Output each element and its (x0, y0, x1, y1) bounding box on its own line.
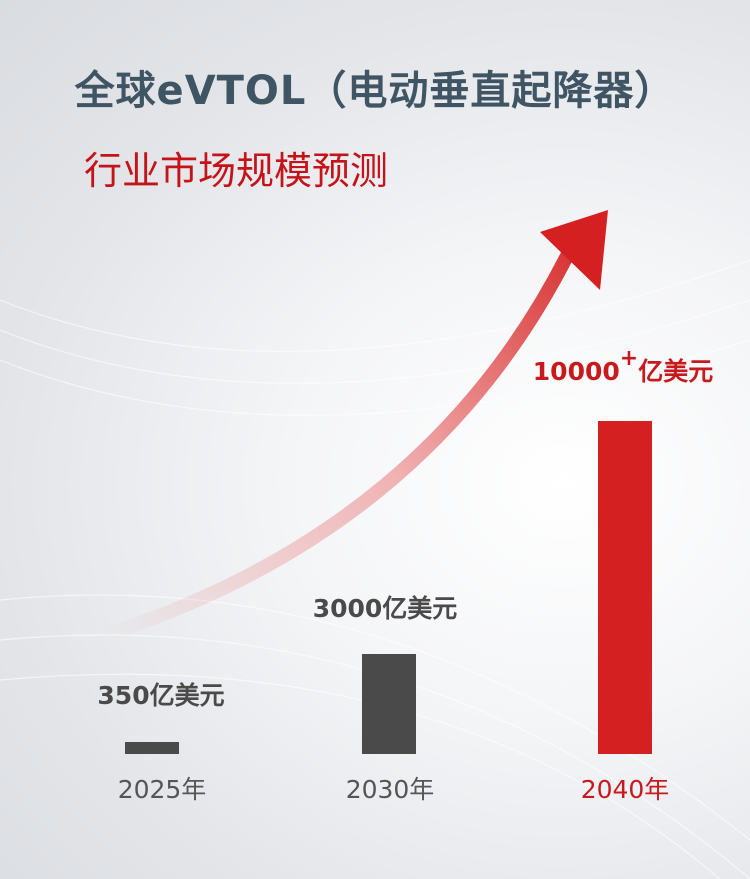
bar-2040 (598, 421, 652, 754)
trend-arrow-head (540, 210, 608, 290)
x-tick-2040: 2040年 (580, 775, 670, 804)
chart-subtitle: 行业市场规模预测 (84, 149, 389, 193)
data-label-2025: 350亿美元 (97, 681, 225, 710)
data-label-2040-unit: 亿美元 (638, 357, 714, 386)
trend-arrow-line (98, 243, 577, 642)
bar-2025 (125, 742, 179, 754)
plus-sign: + (619, 346, 639, 371)
data-label-2040: 10000+亿美元 (532, 346, 714, 388)
x-tick-2030: 2030年 (345, 775, 435, 804)
chart-title: 全球eVTOL（电动垂直起降器） (74, 68, 676, 114)
data-label-2040-value: 10000 (532, 357, 620, 386)
x-tick-2025: 2025年 (117, 775, 207, 804)
bar-2030 (362, 654, 416, 754)
data-label-2030: 3000亿美元 (312, 594, 458, 623)
